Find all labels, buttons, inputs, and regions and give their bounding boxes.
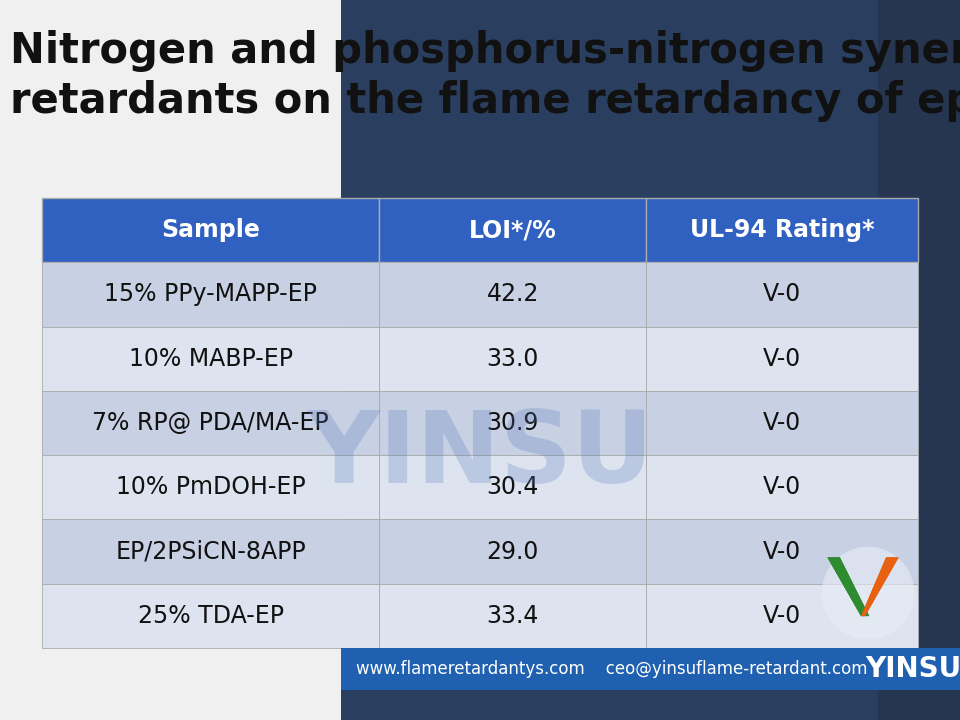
Bar bbox=[42, 455, 379, 519]
Text: V-0: V-0 bbox=[763, 475, 802, 499]
Text: EP/2PSiCN-8APP: EP/2PSiCN-8APP bbox=[115, 539, 306, 564]
Text: 33.0: 33.0 bbox=[487, 347, 539, 371]
Text: YINSU: YINSU bbox=[865, 655, 960, 683]
Text: 42.2: 42.2 bbox=[487, 282, 539, 307]
Text: V-0: V-0 bbox=[763, 604, 802, 628]
Bar bbox=[42, 584, 379, 648]
Bar bbox=[646, 198, 918, 262]
Text: UL-94 Rating*: UL-94 Rating* bbox=[690, 218, 875, 242]
Bar bbox=[379, 327, 646, 391]
Bar bbox=[646, 455, 918, 519]
Text: V-0: V-0 bbox=[763, 282, 802, 307]
Bar bbox=[42, 519, 379, 584]
Bar bbox=[646, 327, 918, 391]
Text: 30.9: 30.9 bbox=[487, 411, 539, 435]
Text: 33.4: 33.4 bbox=[487, 604, 539, 628]
Bar bbox=[379, 198, 646, 262]
Text: V-0: V-0 bbox=[763, 411, 802, 435]
Text: 15% PPy-MAPP-EP: 15% PPy-MAPP-EP bbox=[105, 282, 317, 307]
Bar bbox=[878, 0, 960, 720]
Text: 25% TDA-EP: 25% TDA-EP bbox=[137, 604, 283, 628]
Bar bbox=[379, 391, 646, 455]
Polygon shape bbox=[861, 557, 899, 616]
Text: YINSU: YINSU bbox=[307, 407, 653, 504]
Bar bbox=[42, 327, 379, 391]
Bar bbox=[379, 519, 646, 584]
Text: Nitrogen and phosphorus-nitrogen synergistic flame
retardants on the flame retar: Nitrogen and phosphorus-nitrogen synergi… bbox=[10, 30, 960, 122]
Bar bbox=[42, 262, 379, 327]
Polygon shape bbox=[828, 557, 870, 616]
Text: 30.4: 30.4 bbox=[487, 475, 539, 499]
Text: V-0: V-0 bbox=[763, 347, 802, 371]
Bar bbox=[646, 262, 918, 327]
Bar bbox=[646, 391, 918, 455]
Bar bbox=[379, 584, 646, 648]
Text: V-0: V-0 bbox=[763, 539, 802, 564]
Bar bbox=[379, 455, 646, 519]
Text: 29.0: 29.0 bbox=[487, 539, 539, 564]
Text: 7% RP@ PDA/MA-EP: 7% RP@ PDA/MA-EP bbox=[92, 411, 329, 435]
Bar bbox=[42, 391, 379, 455]
Text: Sample: Sample bbox=[161, 218, 260, 242]
Bar bbox=[646, 584, 918, 648]
Bar bbox=[341, 0, 960, 720]
Polygon shape bbox=[828, 557, 870, 616]
Text: 10% MABP-EP: 10% MABP-EP bbox=[129, 347, 293, 371]
Text: LOI*/%: LOI*/% bbox=[469, 218, 557, 242]
Text: 10% PmDOH-EP: 10% PmDOH-EP bbox=[116, 475, 305, 499]
Ellipse shape bbox=[822, 546, 914, 639]
Bar bbox=[646, 519, 918, 584]
Bar bbox=[379, 262, 646, 327]
Bar bbox=[341, 648, 960, 690]
Polygon shape bbox=[861, 557, 899, 616]
Text: www.flameretardantys.com    ceo@yinsuflame-retardant.com: www.flameretardantys.com ceo@yinsuflame-… bbox=[356, 660, 867, 678]
Bar bbox=[42, 198, 379, 262]
